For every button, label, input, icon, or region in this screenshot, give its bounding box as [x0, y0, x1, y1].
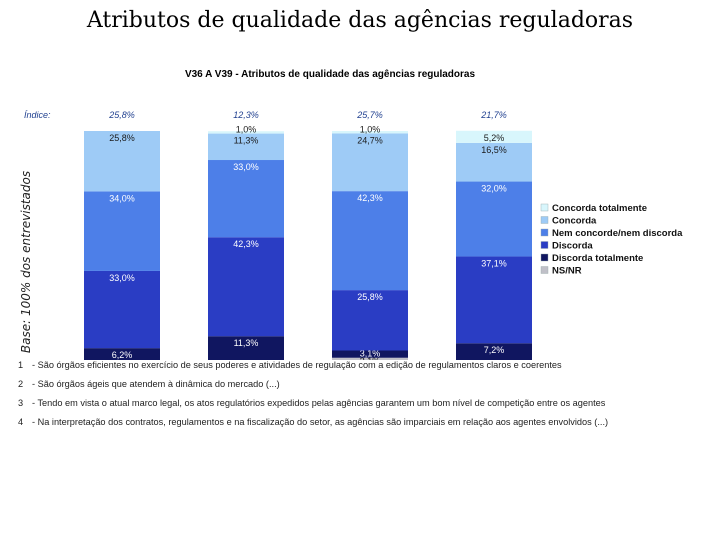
- data-label: 11,3%: [234, 338, 259, 348]
- legend-swatch: [540, 241, 549, 249]
- data-label: 7,2%: [484, 345, 505, 355]
- index-value: 21,7%: [480, 110, 507, 120]
- note-text: - São órgãos ágeis que atendem à dinâmic…: [32, 379, 280, 389]
- note-item: 4 - Na interpretação dos contratos, regul…: [18, 417, 698, 428]
- bar-segment-1-cat-3: [332, 357, 408, 360]
- data-label: 33,0%: [233, 162, 259, 172]
- legend-entry: Discorda: [552, 241, 593, 252]
- note-item: 3 - Tendo em vista o atual marco legal, o…: [18, 398, 698, 409]
- data-label: 5,2%: [484, 133, 505, 143]
- bar-segment-5-cat-4: [456, 142, 532, 182]
- bar-segment-6-cat-4: [456, 130, 532, 143]
- note-number: 4: [18, 417, 24, 427]
- page-title: Atributos de qualidade das agências regu…: [86, 8, 634, 33]
- bar-segment-3-cat-2: [208, 237, 284, 337]
- note-text: - São órgãos eficientes no exercício de …: [32, 360, 562, 370]
- bar-segment-2-cat-2: [208, 336, 284, 360]
- bar-segment-5-cat-3: [332, 133, 408, 192]
- bar-segment-6-cat-2: [208, 131, 284, 134]
- base-label: Base: 100% dos entrevistados: [19, 170, 33, 354]
- legend-entry: Concorda totalmente: [552, 203, 647, 214]
- stacked-bar-chart: V36 A V39 - Atributos de qualidade das a…: [24, 69, 683, 360]
- bar-segment-4-cat-3: [332, 191, 408, 291]
- bar-segment-3-cat-1: [84, 270, 160, 349]
- legend-entry: NS/NR: [552, 266, 582, 277]
- index-label: Índice:: [24, 110, 51, 120]
- category-notes: 1 - São órgãos eficientes no exercício de…: [18, 360, 698, 436]
- data-label: 1,0%: [236, 125, 257, 135]
- data-label: 11,3%: [234, 136, 259, 146]
- data-label: 24,7%: [357, 135, 383, 145]
- note-item: 1 - São órgãos eficientes no exercício de…: [18, 360, 698, 371]
- note-number: 2: [18, 379, 24, 389]
- bar-segment-5-cat-2: [208, 133, 284, 161]
- data-label: 6,2%: [112, 350, 133, 360]
- bars-group: 1,0%6,2%33,0%34,0%25,8%25,8%11,0%11,3%42…: [84, 110, 532, 360]
- data-label: 16,5%: [481, 145, 507, 155]
- note-item: 2 - São órgãos ágeis que atendem à dinâmi…: [18, 379, 698, 390]
- note-number: 1: [18, 360, 24, 370]
- data-label: 42,3%: [357, 193, 383, 203]
- legend-swatch: [540, 203, 549, 212]
- legend-swatch: [540, 266, 549, 274]
- legend-swatch: [540, 228, 549, 237]
- bar-segment-3-cat-4: [456, 256, 532, 344]
- data-label: 25,8%: [109, 133, 135, 143]
- data-label: 33,0%: [109, 273, 135, 283]
- data-label: 3,1%: [360, 349, 381, 359]
- index-value: 25,7%: [356, 110, 383, 120]
- data-label: 34,0%: [109, 193, 135, 203]
- bar-segment-2-cat-1: [84, 348, 160, 360]
- data-label: 32,0%: [481, 184, 507, 194]
- note-number: 3: [18, 398, 24, 408]
- legend-entry: Concorda: [552, 216, 597, 227]
- legend-swatch: [540, 253, 549, 262]
- bar-segment-4-cat-1: [84, 191, 160, 271]
- note-text: - Na interpretação dos contratos, regula…: [32, 417, 609, 427]
- data-label: 1,0%: [360, 124, 381, 134]
- bar-segment-3-cat-3: [332, 290, 408, 351]
- data-label: 42,3%: [233, 239, 259, 249]
- index-value: 25,8%: [108, 110, 135, 120]
- bar-segment-4-cat-4: [456, 181, 532, 257]
- data-label: 3,1%: [360, 356, 381, 360]
- legend-swatch: [540, 216, 549, 224]
- bar-segment-2-cat-4: [456, 343, 532, 360]
- data-label: 37,1%: [481, 258, 507, 268]
- chart-title: V36 A V39 - Atributos de qualidade das a…: [185, 69, 476, 80]
- note-text: - Tendo em vista o atual marco legal, os…: [32, 398, 606, 408]
- legend-entry: Nem concorde/nem discorda: [552, 228, 683, 239]
- bar-segment-6-cat-3: [332, 131, 408, 134]
- bar-segment-5-cat-1: [84, 131, 160, 192]
- bar-segment-4-cat-2: [208, 160, 284, 238]
- bar-segment-2-cat-3: [332, 350, 408, 358]
- data-label: 25,8%: [357, 292, 383, 302]
- legend-entry: Discorda totalmente: [552, 253, 643, 264]
- index-value: 12,3%: [233, 110, 259, 120]
